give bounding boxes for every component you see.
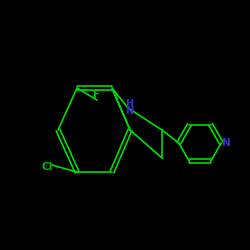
Text: N: N bbox=[222, 138, 231, 148]
Text: H: H bbox=[125, 99, 133, 109]
Text: Cl: Cl bbox=[42, 162, 53, 172]
Text: N: N bbox=[125, 106, 133, 116]
Text: F: F bbox=[94, 90, 100, 100]
